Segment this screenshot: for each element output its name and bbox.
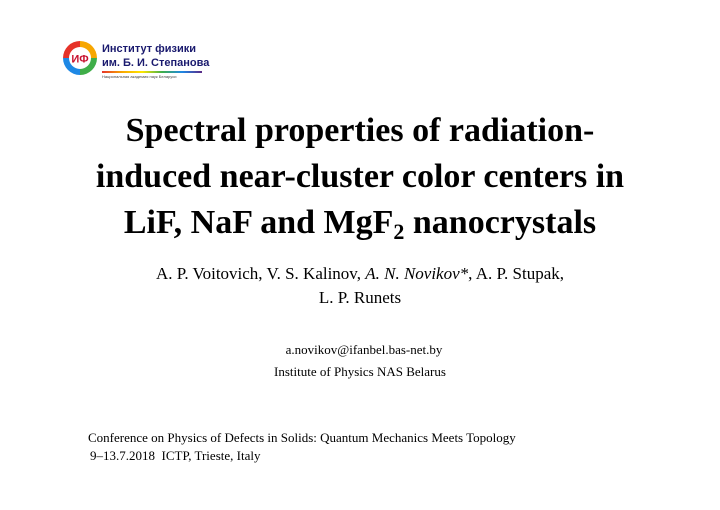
authors-part-1: A. P. Voitovich, V. S. Kalinov, [155, 264, 366, 283]
institute-logo: ИФ Институт физики им. Б. И. Степанова Н… [62, 40, 210, 80]
logo-subline: Национальная академия наук Беларуси [102, 74, 177, 79]
authors-line-2: L. P. Runets [318, 288, 402, 307]
authors: A. P. Voitovich, V. S. Kalinov, A. N. No… [0, 262, 720, 310]
logo-line2: им. Б. И. Степанова [102, 57, 210, 69]
authors-part-3: , A. P. Stupak, [468, 264, 565, 283]
authors-line-1: A. P. Voitovich, V. S. Kalinov, A. N. No… [0, 262, 720, 286]
institute-logo-icon: ИФ [63, 41, 97, 75]
institute-name: Institute of Physics NAS Belarus [274, 364, 446, 379]
conference-date-place: 9–13.7.2018 ICTP, Trieste, Italy [90, 448, 261, 463]
title-line-1: Spectral properties of radiation- [125, 112, 595, 149]
title-line-3: LiF, NaF and MgF2 nanocrystals [0, 200, 720, 255]
title-line-2: induced near-cluster color centers in [95, 158, 625, 195]
conference-info: Conference on Physics of Defects in Soli… [88, 429, 516, 465]
logo-mark-letters: ИФ [71, 54, 88, 66]
logo-rainbow-bar [102, 71, 202, 73]
title-subscript: 2 [393, 219, 405, 244]
title-line-3-tail: nanocrystals [404, 204, 597, 241]
slide-title: Spectral properties of radiation- induce… [0, 108, 720, 255]
presenting-author: A. N. Novikov* [365, 264, 469, 283]
title-line-3-main: LiF, NaF and MgF [123, 204, 394, 241]
logo-line1: Институт физики [102, 43, 197, 55]
conference-name: Conference on Physics of Defects in Soli… [88, 430, 516, 445]
contact-email: a.novikov@ifanbel.bas-net.by [285, 342, 443, 357]
